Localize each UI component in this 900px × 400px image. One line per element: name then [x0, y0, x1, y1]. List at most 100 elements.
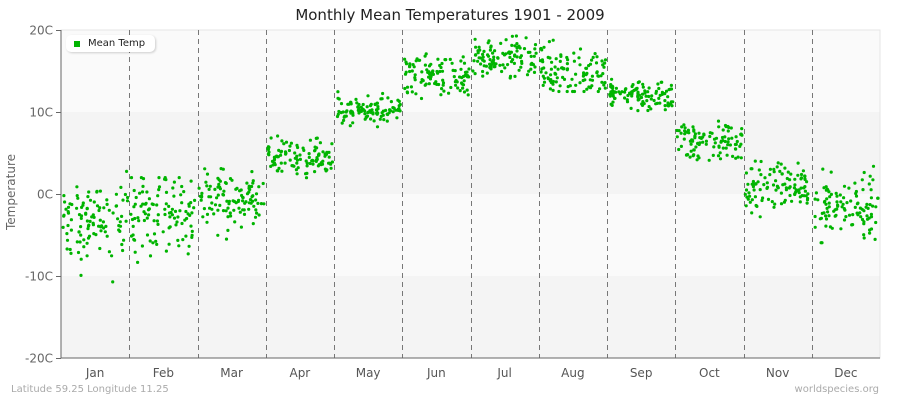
data-point — [492, 55, 496, 59]
data-point — [506, 63, 510, 67]
data-point — [529, 54, 533, 59]
data-point — [513, 74, 517, 78]
data-point — [82, 238, 86, 242]
data-point — [669, 83, 674, 87]
data-point — [386, 96, 390, 100]
data-point — [640, 92, 645, 96]
data-point — [827, 201, 831, 205]
data-point — [431, 69, 435, 73]
data-point — [596, 74, 600, 78]
data-point — [761, 196, 765, 200]
data-point — [691, 125, 695, 129]
data-point — [340, 121, 344, 125]
data-point — [324, 152, 329, 156]
data-point — [410, 90, 414, 94]
data-point — [289, 141, 293, 145]
data-point — [730, 136, 734, 140]
data-point — [853, 205, 857, 209]
data-point — [776, 161, 780, 165]
data-point — [104, 224, 108, 228]
data-point — [423, 63, 427, 67]
data-point — [298, 157, 302, 161]
data-point — [473, 37, 477, 41]
data-point — [255, 211, 259, 215]
data-point — [86, 227, 90, 231]
data-point — [142, 218, 146, 223]
data-point — [461, 55, 465, 59]
data-point — [838, 193, 842, 197]
data-point — [726, 129, 730, 133]
data-point — [835, 194, 839, 198]
data-point — [313, 170, 317, 174]
month-separators — [129, 30, 813, 358]
data-point — [375, 101, 379, 105]
data-point — [735, 139, 739, 144]
data-point — [772, 205, 776, 209]
data-point — [663, 99, 667, 103]
data-point — [216, 185, 220, 189]
data-point — [865, 202, 869, 206]
data-point — [122, 238, 126, 242]
data-point — [76, 196, 80, 200]
data-point — [541, 83, 545, 87]
band — [61, 112, 880, 194]
data-point — [395, 116, 399, 120]
data-point — [79, 216, 83, 220]
data-point — [238, 210, 242, 214]
data-point — [484, 64, 488, 68]
data-point — [147, 207, 151, 211]
data-point — [541, 74, 545, 78]
data-point — [349, 100, 353, 104]
data-point — [450, 61, 454, 65]
data-point — [533, 43, 538, 47]
location-caption: Latitude 59.25 Longitude 11.25 — [11, 384, 169, 395]
data-point — [136, 260, 140, 264]
data-point — [650, 94, 654, 98]
data-point — [675, 135, 679, 139]
data-point — [862, 233, 866, 237]
data-point — [141, 177, 146, 181]
data-point — [613, 96, 617, 100]
data-point — [463, 70, 468, 74]
data-point — [704, 142, 708, 146]
data-point — [691, 154, 695, 158]
data-point — [98, 189, 102, 193]
data-point — [611, 100, 615, 104]
data-point — [212, 212, 216, 216]
data-point — [744, 188, 749, 192]
data-point — [582, 89, 586, 94]
data-point — [847, 213, 852, 217]
data-point — [503, 66, 507, 70]
data-point — [596, 89, 600, 94]
data-point — [588, 78, 592, 82]
data-point — [750, 182, 754, 186]
data-point — [611, 94, 615, 98]
data-point — [403, 86, 407, 91]
data-point — [429, 62, 433, 66]
data-point — [359, 105, 363, 109]
data-point — [98, 246, 102, 251]
data-point — [626, 93, 630, 98]
data-point — [551, 79, 556, 84]
data-point — [355, 101, 359, 105]
data-point — [498, 63, 502, 67]
data-point — [677, 147, 681, 152]
data-point — [824, 224, 828, 228]
data-point — [868, 174, 872, 178]
data-points — [61, 34, 880, 284]
data-point — [107, 250, 111, 254]
data-point — [66, 223, 70, 228]
data-point — [419, 96, 424, 101]
data-point — [488, 48, 492, 52]
data-point — [479, 62, 483, 66]
data-point — [385, 119, 389, 123]
data-point — [167, 204, 171, 208]
data-point — [824, 214, 828, 218]
data-point — [718, 151, 722, 155]
data-point — [757, 168, 761, 172]
data-point — [241, 199, 245, 203]
y-tick-label: 10C — [29, 106, 53, 120]
data-point — [105, 202, 109, 206]
data-point — [129, 176, 134, 180]
data-point — [137, 219, 141, 223]
